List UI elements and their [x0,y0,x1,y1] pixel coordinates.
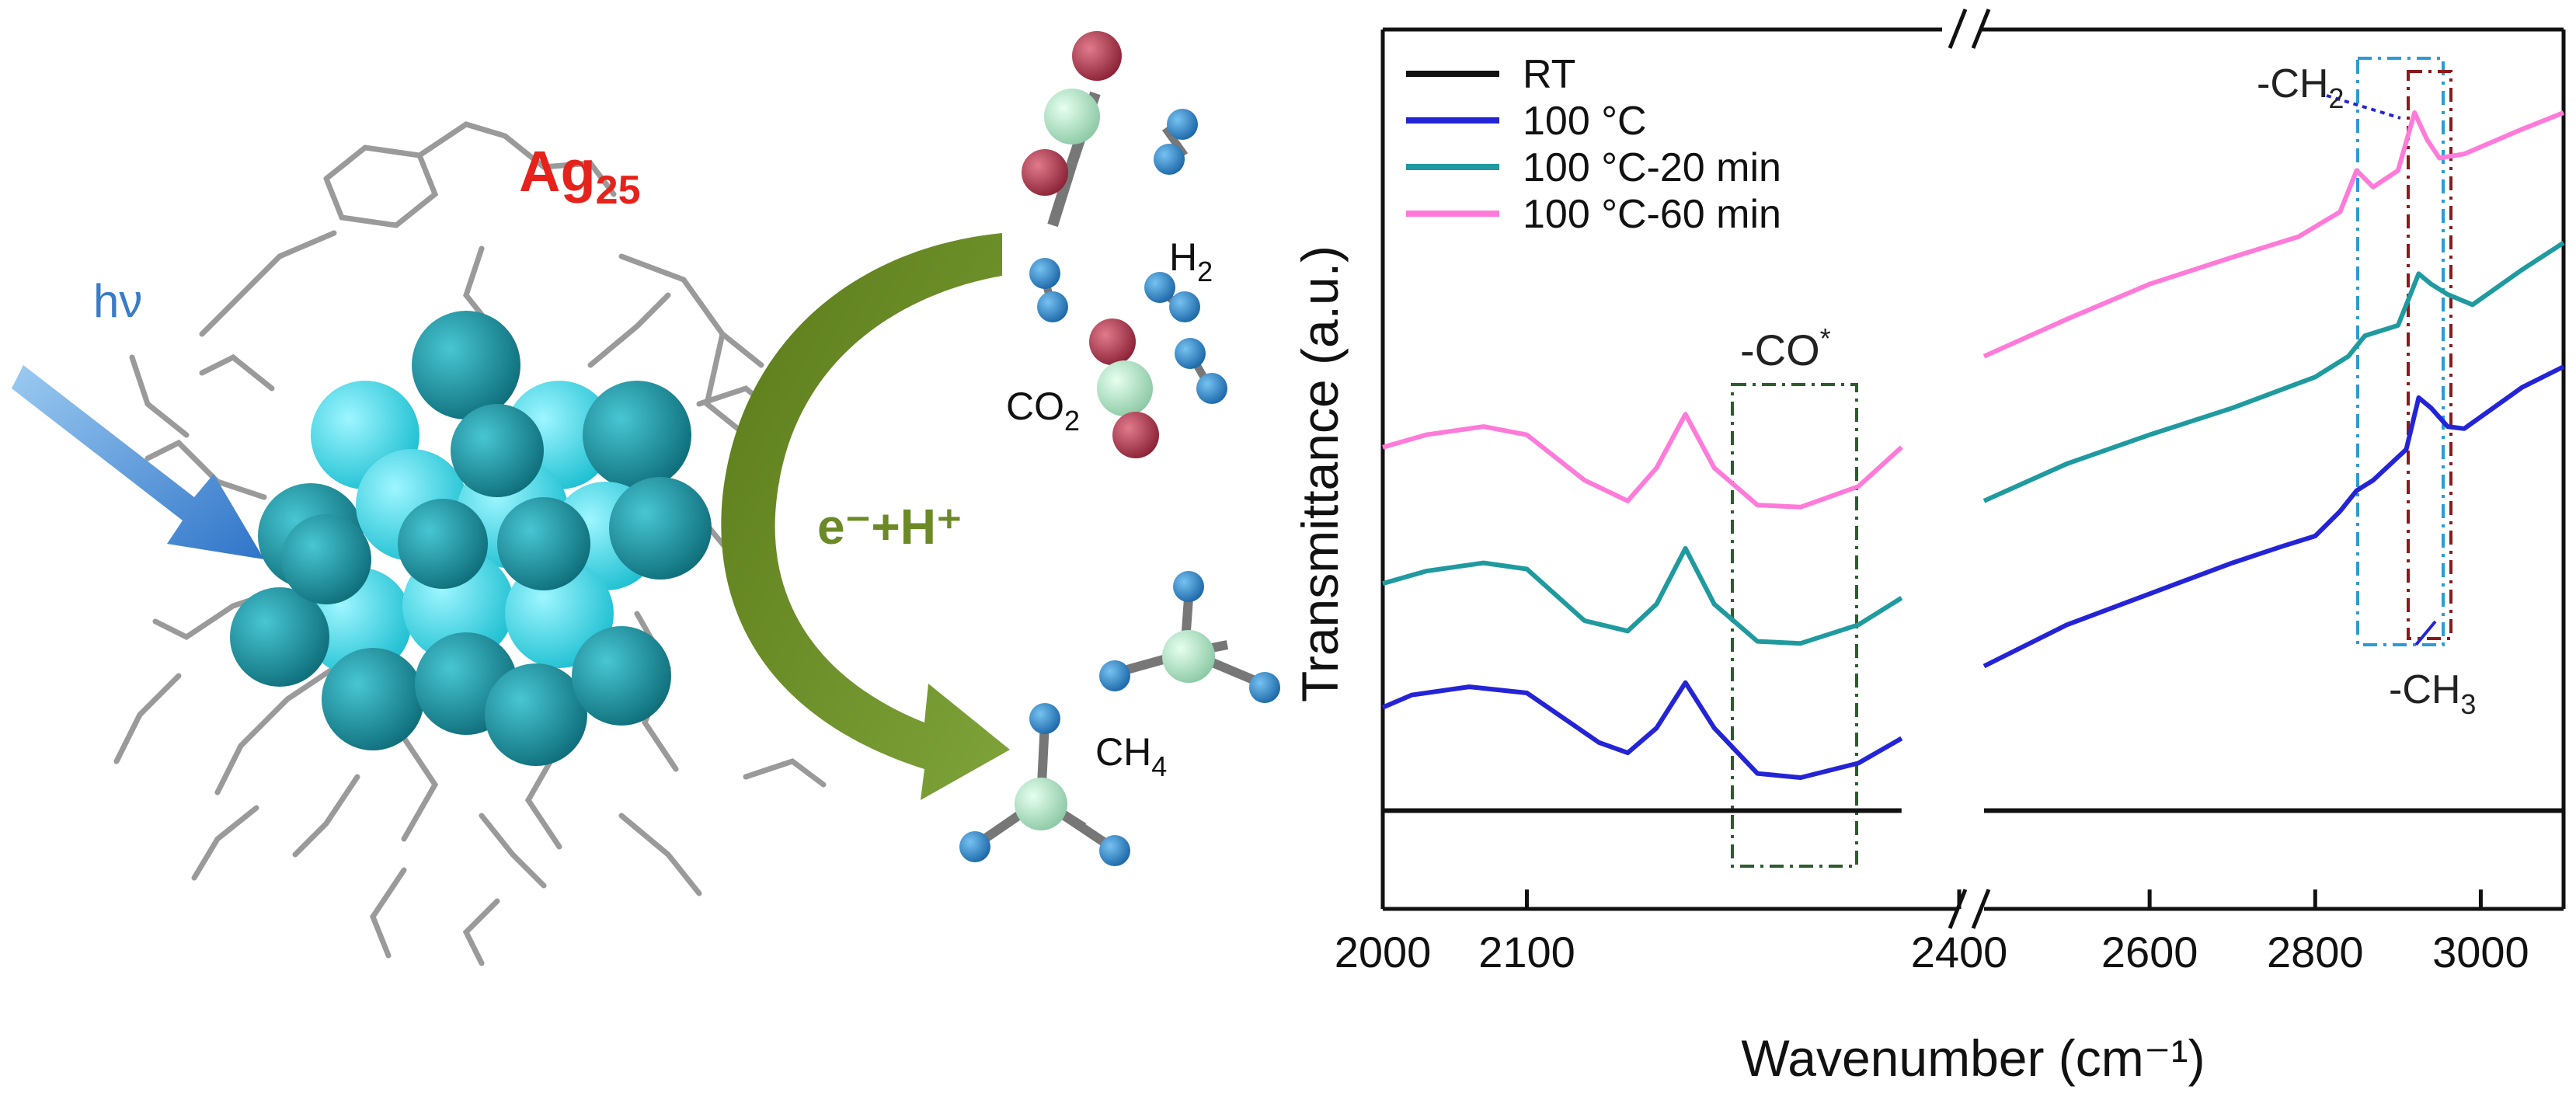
co-region-box [1731,383,1858,868]
legend-label: 100 °C-60 min [1523,192,1781,237]
series-line [1381,680,1903,780]
y-axis-title: Transmittance (a.u.) [1291,245,1349,702]
ch3-annotation: -CH3 [2389,667,2476,720]
ch2-annotation: -CH2 [2257,61,2344,114]
legend-label: 100 °C-20 min [1523,145,1781,190]
ch3-pointer [2414,620,2437,646]
co2-label: CO2 [1006,385,1080,437]
series-line [1982,240,2565,503]
series-line [1982,364,2565,669]
co-annotation: -CO* [1740,322,1831,374]
x-tick-label: 2000 [1335,928,1432,976]
x-tick-label: 2400 [1911,928,2008,976]
series-lines [1381,110,2565,813]
x-tick-label: 2800 [2267,928,2364,976]
x-ticks [1380,889,2483,909]
ch2-region-box [2356,57,2445,646]
legend-label: RT [1523,52,1575,97]
x-tick-labels: 2000 2100 2400 2600 2800 3000 [1335,928,2529,976]
co2-molecule-icon [1089,319,1159,458]
cluster-label: Ag25 [519,139,641,213]
light-arrow-icon [12,365,264,559]
legend-label: 100 °C [1523,99,1647,144]
x-tick-label: 2100 [1478,928,1575,976]
series-line [1382,412,1903,510]
h2-label: H2 [1169,235,1213,287]
light-label: hν [93,275,142,327]
ch4-molecule-icon [959,703,1130,866]
reaction-label: e⁻+H⁺ [817,499,963,555]
x-tick-label: 2600 [2101,928,2198,976]
h2-molecule-icon [1029,109,1227,404]
axis-break-icon [1948,9,1991,929]
ch4-molecule-icon [1099,571,1280,703]
co2-molecule-icon [1022,31,1122,228]
curved-arrow-icon [721,233,1010,800]
x-axis-title: Wavenumber (cm⁻¹) [1741,1029,2205,1087]
series-line [1382,545,1903,646]
series-line [1982,110,2565,359]
x-tick-label: 3000 [2432,928,2529,976]
ch4-label: CH4 [1095,730,1167,782]
silver-cluster-icon [230,311,712,766]
reaction-scheme: hν Ag25 e⁻+H⁺ [12,31,1280,966]
ch2-pointer [2326,94,2401,120]
ch3-region-box [2407,70,2452,640]
